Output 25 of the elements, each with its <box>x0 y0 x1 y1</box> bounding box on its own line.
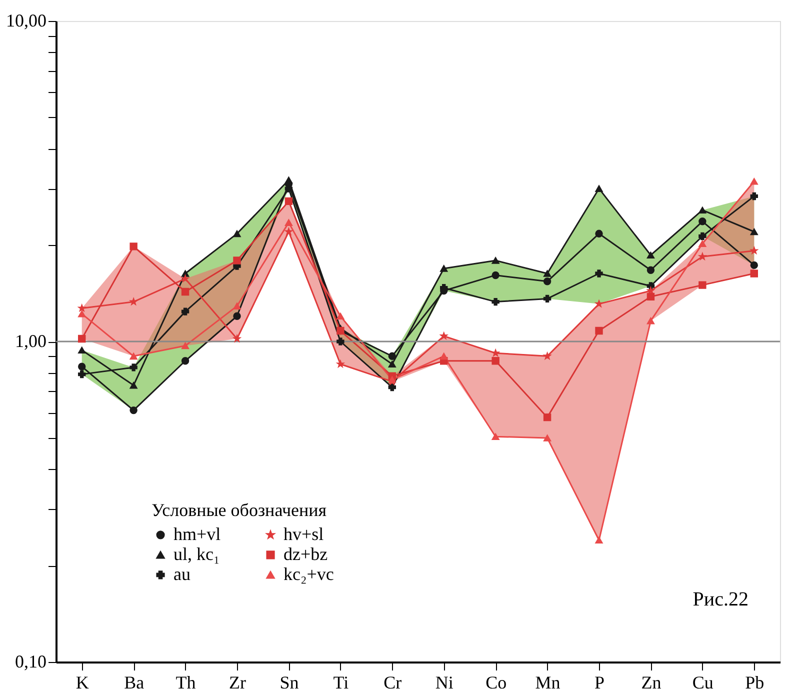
x-tick-label: Cr <box>384 672 402 692</box>
y-tick-label: 10,00 <box>6 10 46 30</box>
legend-label: au <box>174 564 191 584</box>
x-tick-label: K <box>76 672 89 692</box>
legend-label: ul, kc₁ <box>174 544 220 564</box>
y-tick-label: 0,10 <box>15 652 46 672</box>
legend-label: hm+vl <box>174 524 221 544</box>
x-tick-label: Cu <box>692 672 714 692</box>
x-tick-label: Mn <box>535 672 560 692</box>
x-tick-label: Co <box>486 672 507 692</box>
x-tick-label: Th <box>176 672 196 692</box>
legend-label: hv+sl <box>284 524 324 544</box>
x-tick-label: Zn <box>641 672 662 692</box>
x-tick-label: Ti <box>333 672 349 692</box>
annotation: Рис.22 <box>692 588 749 611</box>
x-tick-label: Ba <box>124 672 144 692</box>
x-tick-label: Pb <box>745 672 764 692</box>
x-tick-label: Sn <box>280 672 299 692</box>
y-tick-label: 1,00 <box>15 331 46 351</box>
x-tick-label: Zr <box>229 672 246 692</box>
legend-label: kc₂+vc <box>284 564 334 584</box>
x-tick-label: P <box>594 672 605 692</box>
legend-label: dz+bz <box>284 544 328 564</box>
x-tick-label: Ni <box>435 672 454 692</box>
legend-title: Условные обозначения <box>152 500 327 520</box>
